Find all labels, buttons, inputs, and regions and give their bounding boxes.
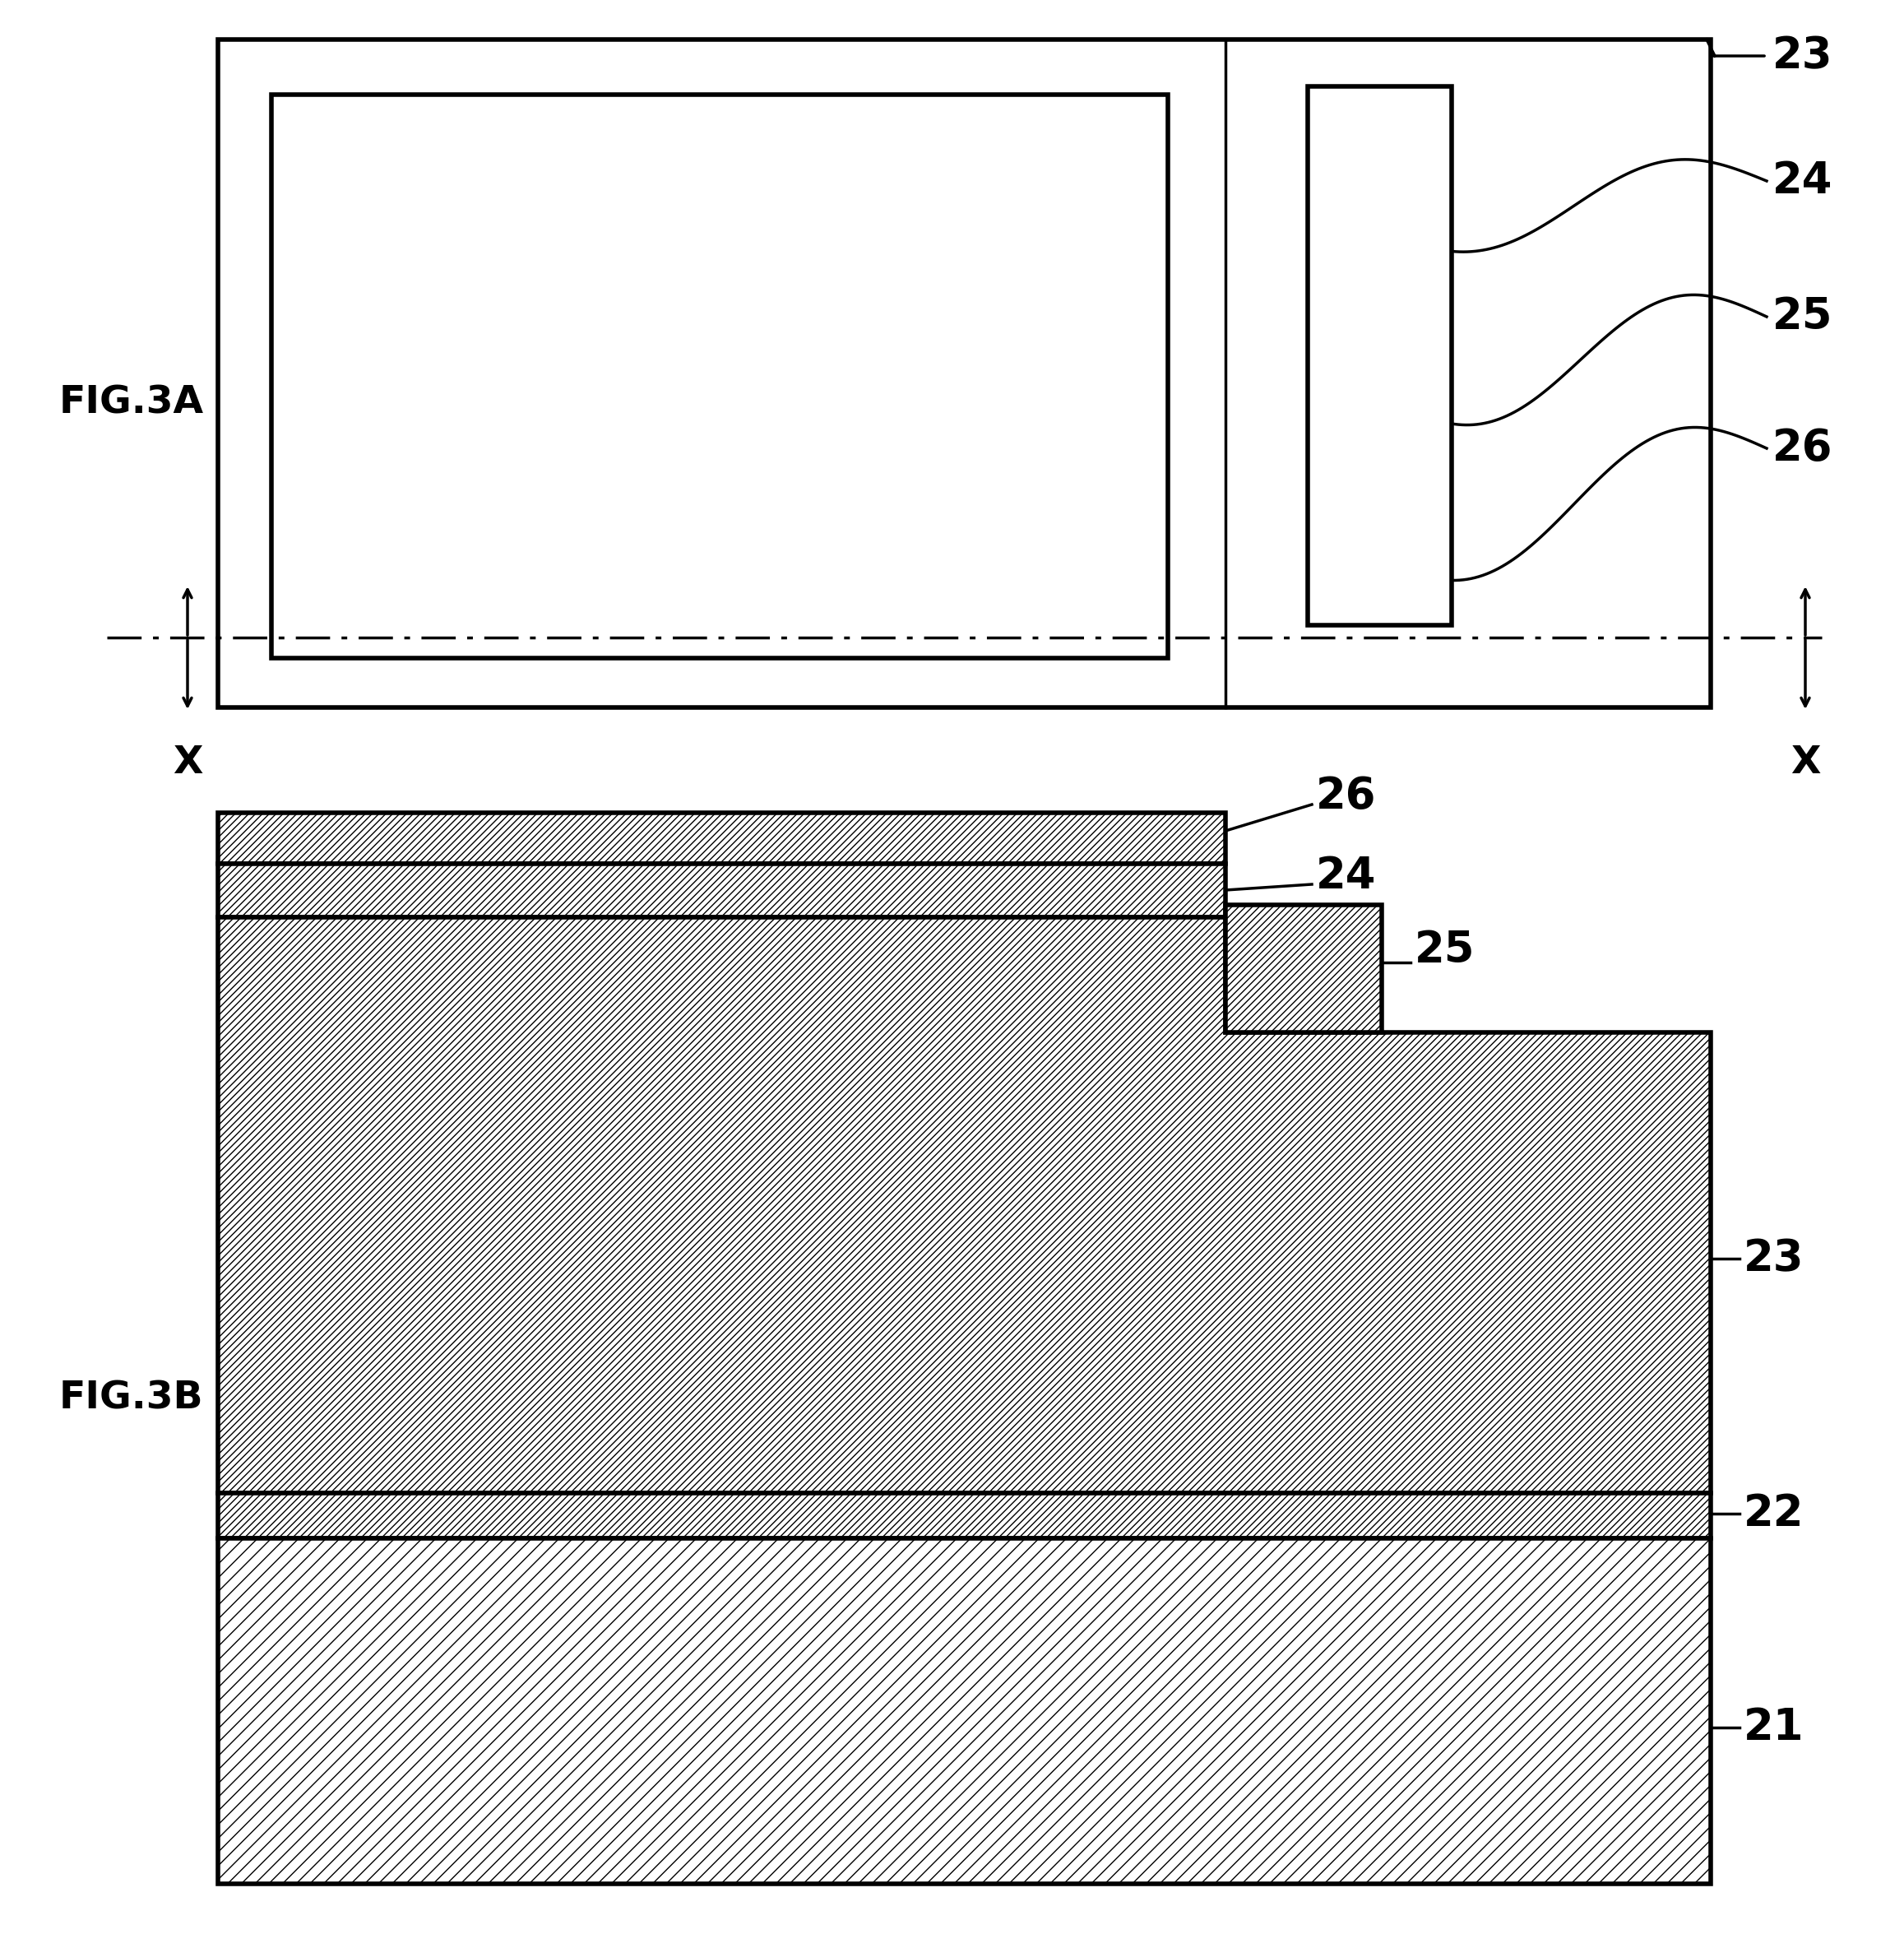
Text: 25: 25 — [1415, 928, 1476, 971]
Bar — [272, 95, 1167, 658]
Text: 24: 24 — [1316, 855, 1377, 897]
Text: 24: 24 — [1773, 161, 1834, 203]
Bar — [1308, 87, 1451, 625]
Text: 23: 23 — [1773, 35, 1834, 77]
Text: 25: 25 — [1773, 296, 1834, 338]
Bar — [217, 1493, 1710, 1538]
Text: 22: 22 — [1744, 1493, 1805, 1536]
Text: X: X — [1790, 745, 1820, 781]
Text: 26: 26 — [1773, 427, 1834, 470]
Bar — [217, 864, 1226, 917]
Bar — [1226, 905, 1382, 1033]
Text: X: X — [173, 745, 202, 781]
Text: FIG.3A: FIG.3A — [59, 385, 204, 422]
Text: FIG.3B: FIG.3B — [59, 1381, 204, 1418]
Bar — [217, 1538, 1710, 1884]
Bar — [217, 812, 1226, 864]
Text: 26: 26 — [1316, 776, 1377, 818]
Text: 21: 21 — [1744, 1706, 1805, 1748]
Text: 23: 23 — [1744, 1238, 1805, 1280]
Bar — [217, 39, 1710, 708]
Polygon shape — [217, 917, 1710, 1493]
